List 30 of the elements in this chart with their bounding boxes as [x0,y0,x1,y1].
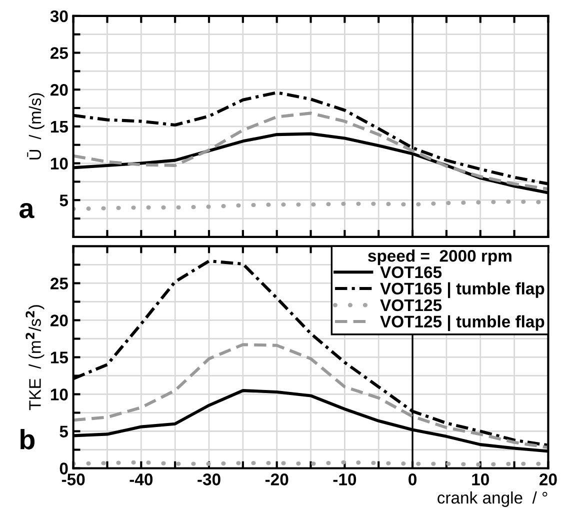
y-tick-label: 10 [50,158,68,170]
y-axis-title: TKE / (m$^{2}$/s$^{2}$) [26,305,44,410]
y-tick-label: 20 [50,84,68,96]
y-tick-label: 5 [60,194,68,206]
x-tick-label: -30 [198,474,220,486]
x-tick-label: 20 [540,474,557,486]
y-tick-label: 30 [50,10,68,22]
text: a [20,202,34,218]
y-tick-label: 25 [50,47,68,59]
y-tick-label: 25 [50,278,68,290]
y-tick-label: 15 [50,352,68,364]
text: b [20,429,35,450]
x-tick-label: 10 [472,474,489,486]
legend-label: VOT125 [380,299,442,312]
y-tick-label: 20 [50,314,68,326]
x-tick-label: -20 [265,474,288,486]
legend-label: VOT165 [380,266,442,278]
y-tick-label: 0 [60,462,68,474]
y-tick-label: 15 [50,121,68,133]
y-axis-title: Ū / (m/s) [27,93,44,160]
x-tick-label: -10 [333,474,356,486]
x-tick-label: -40 [130,474,153,486]
y-tick-label: 5 [60,426,68,438]
x-tick-label: -50 [62,474,85,486]
x-tick-label: 0 [408,474,416,486]
legend-label: VOT165 | tumble flap [380,282,544,298]
y-tick-label: 10 [50,388,68,400]
legend-title: speed = 2000 rpm [368,250,512,266]
x-axis-title: crank angle / ° [438,491,548,507]
legend-label: VOT125 | tumble flap [380,315,544,332]
